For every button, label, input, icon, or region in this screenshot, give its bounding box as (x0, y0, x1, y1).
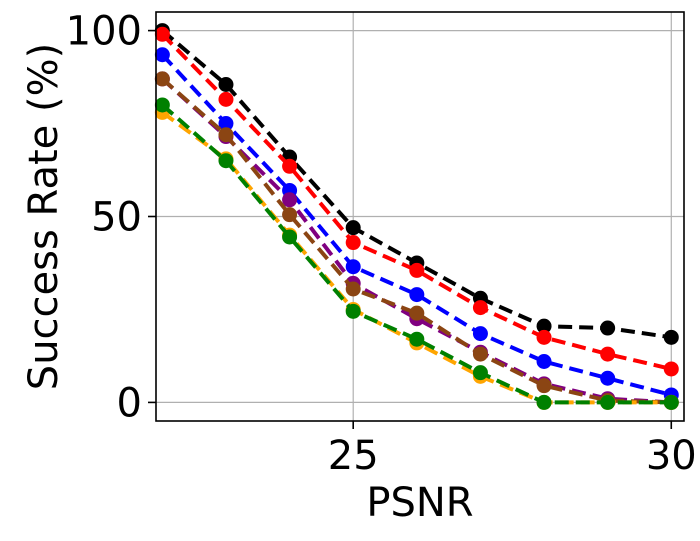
data-point (218, 116, 234, 132)
data-point (345, 281, 361, 297)
series-line (161, 77, 672, 405)
data-point (472, 346, 488, 362)
data-point (218, 77, 234, 93)
data-point (536, 394, 552, 410)
y-tick-label: 100 (66, 9, 142, 55)
data-point (154, 47, 170, 63)
data-point (218, 153, 234, 169)
axis-ticks: 25 30 0 50 100 (66, 9, 697, 479)
data-point (282, 192, 298, 208)
data-point (663, 394, 679, 410)
y-axis-label: Success Rate (%) (21, 43, 67, 390)
data-point (663, 329, 679, 345)
series-2 (154, 26, 679, 377)
series-4 (154, 71, 679, 410)
y-tick-label: 50 (91, 195, 142, 241)
data-point (409, 305, 425, 321)
data-point (600, 320, 616, 336)
data-point (218, 91, 234, 107)
data-point (345, 220, 361, 236)
data-point (600, 394, 616, 410)
series-line (161, 103, 672, 405)
series-layer (154, 23, 679, 410)
data-point (536, 354, 552, 370)
data-point (600, 370, 616, 386)
data-point (409, 262, 425, 278)
data-point (218, 127, 234, 143)
grid-lines (156, 12, 684, 421)
data-point (345, 259, 361, 275)
data-point (345, 235, 361, 251)
data-point (282, 207, 298, 223)
data-point (154, 97, 170, 113)
data-point (282, 158, 298, 174)
x-axis-label: PSNR (366, 480, 473, 526)
data-point (282, 229, 298, 245)
data-point (472, 365, 488, 381)
x-tick-label: 25 (328, 433, 379, 479)
series-5 (154, 71, 679, 410)
data-point (472, 300, 488, 316)
data-point (600, 346, 616, 362)
series-line (161, 77, 672, 405)
data-point (409, 287, 425, 303)
data-point (345, 303, 361, 319)
data-point (409, 331, 425, 347)
data-point (154, 26, 170, 42)
data-point (472, 326, 488, 342)
data-point (536, 318, 552, 334)
data-point (154, 71, 170, 87)
data-point (536, 378, 552, 394)
y-tick-label: 0 (117, 380, 142, 426)
data-point (536, 329, 552, 345)
series-7 (154, 97, 679, 410)
data-point (663, 361, 679, 377)
x-tick-label: 30 (646, 433, 697, 479)
